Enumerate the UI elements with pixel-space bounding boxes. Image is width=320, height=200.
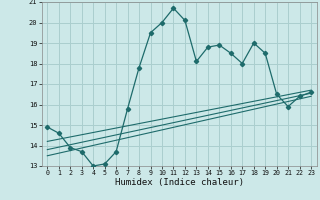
- X-axis label: Humidex (Indice chaleur): Humidex (Indice chaleur): [115, 178, 244, 187]
